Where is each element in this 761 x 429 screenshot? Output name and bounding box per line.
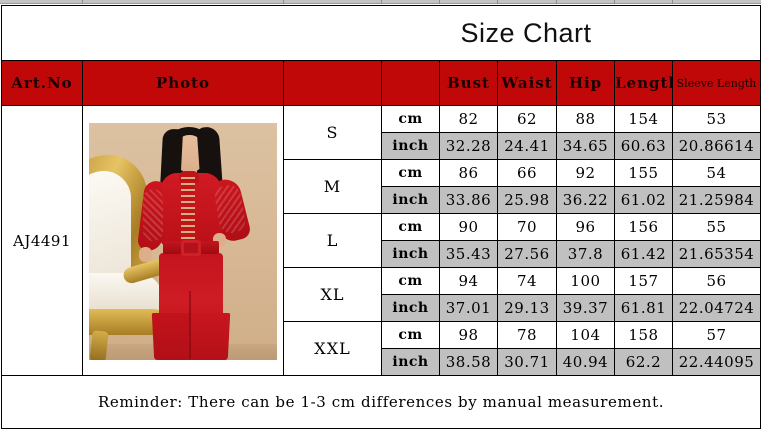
cell-unit-cm: cm (381, 213, 440, 241)
header-length: Length (614, 60, 673, 106)
header-unit (381, 60, 440, 106)
cell-sleeve-cm: 55 (671, 213, 761, 241)
table-row: AJ4491 (1, 105, 761, 376)
cell-hip-inch: 36.22 (556, 186, 615, 214)
cell-bust-inch: 32.28 (439, 132, 498, 160)
cell-hip-inch: 37.8 (556, 240, 615, 268)
cell-bust-cm: 82 (439, 105, 498, 133)
product-photo-image (89, 123, 277, 360)
cell-unit-inch: inch (381, 132, 440, 160)
cell-sleeve-cm: 53 (671, 105, 761, 133)
cell-bust-cm: 94 (439, 267, 498, 295)
reminder-row: Reminder: There can be 1-3 cm difference… (0, 375, 761, 429)
cell-size-label: S (283, 105, 382, 160)
cell-sleeve-inch: 22.04724 (671, 294, 761, 322)
cell-hip-inch: 40.94 (556, 348, 615, 376)
header-photo: Photo (82, 60, 284, 106)
belt-buckle (181, 240, 201, 256)
cell-unit-cm: cm (381, 159, 440, 187)
header-art-no: Art.No (1, 60, 83, 106)
cell-length-inch: 60.63 (614, 132, 673, 160)
cell-unit-inch: inch (381, 348, 440, 376)
cell-hip-cm: 100 (556, 267, 615, 295)
cell-hip-inch: 34.65 (556, 132, 615, 160)
cell-sleeve-cm: 56 (671, 267, 761, 295)
cell-length-cm: 158 (614, 321, 673, 349)
header-size (283, 60, 382, 106)
cell-length-inch: 61.81 (614, 294, 673, 322)
page-title: Size Chart (460, 17, 592, 48)
cell-waist-inch: 25.98 (497, 186, 557, 214)
table-row: inch 38.58 30.71 40.94 62.2 22.44095 (2, 348, 761, 376)
table-row: M cm 86 66 92 155 54 (2, 159, 761, 214)
cell-length-inch: 61.02 (614, 186, 673, 214)
cell-bust-cm: 86 (439, 159, 498, 187)
table-header-row: Art.No Photo Bust Waist Hip Length Sleev… (1, 60, 761, 106)
title-row: Size Chart (0, 5, 761, 61)
reminder-note: Reminder: There can be 1-3 cm difference… (0, 375, 761, 429)
cell-unit-inch: inch (381, 186, 440, 214)
cell-size-label: M (283, 159, 382, 214)
cell-hip-cm: 104 (556, 321, 615, 349)
cell-waist-cm: 78 (497, 321, 557, 349)
cell-waist-cm: 74 (497, 267, 557, 295)
cell-unit-cm: cm (381, 267, 440, 295)
table-row: inch 33.86 25.98 36.22 61.02 21.25984 (2, 186, 761, 214)
cell-size-label: XL (283, 267, 382, 322)
cell-sleeve-inch: 21.25984 (671, 186, 761, 214)
cell-bust-inch: 35.43 (439, 240, 498, 268)
cell-waist-inch: 27.56 (497, 240, 557, 268)
header-sleeve-length: Sleeve Length (671, 60, 761, 106)
cell-sleeve-inch: 21.65354 (671, 240, 761, 268)
cell-unit-inch: inch (381, 294, 440, 322)
cell-length-cm: 154 (614, 105, 673, 133)
cell-hip-cm: 92 (556, 159, 615, 187)
cell-unit-cm: cm (381, 105, 440, 133)
cell-waist-inch: 30.71 (497, 348, 557, 376)
cell-product-photo (82, 105, 284, 376)
cell-hip-cm: 96 (556, 213, 615, 241)
cell-bust-inch: 38.58 (439, 348, 498, 376)
cell-bust-cm: 90 (439, 213, 498, 241)
cell-waist-cm: 62 (497, 105, 557, 133)
cell-size-label: L (283, 213, 382, 268)
header-hip: Hip (556, 60, 615, 106)
table-row: XL cm 94 74 100 157 56 (2, 267, 761, 322)
page-title-cell: Size Chart (0, 5, 761, 61)
cell-unit-inch: inch (381, 240, 440, 268)
header-waist: Waist (497, 60, 557, 106)
cell-sleeve-cm: 54 (671, 159, 761, 187)
cell-sleeve-inch: 20.86614 (671, 132, 761, 160)
header-bust: Bust (439, 60, 498, 106)
cell-hip-inch: 39.37 (556, 294, 615, 322)
spreadsheet-gutter-strip (0, 0, 761, 4)
cell-sleeve-cm: 57 (671, 321, 761, 349)
cell-waist-inch: 29.13 (497, 294, 557, 322)
size-chart-table: Size Chart Art.No Photo Bust Waist Hip L… (0, 5, 761, 429)
cell-art-no-value: AJ4491 (1, 105, 83, 376)
cell-bust-inch: 33.86 (439, 186, 498, 214)
cell-hip-cm: 88 (556, 105, 615, 133)
cell-waist-cm: 70 (497, 213, 557, 241)
cell-sleeve-inch: 22.44095 (671, 348, 761, 376)
cell-bust-cm: 98 (439, 321, 498, 349)
table-row: inch 37.01 29.13 39.37 61.81 22.04724 (2, 294, 761, 322)
cell-length-cm: 156 (614, 213, 673, 241)
cell-bust-inch: 37.01 (439, 294, 498, 322)
table-row: inch 32.28 24.41 34.65 60.63 20.86614 (2, 132, 761, 160)
cell-length-inch: 61.42 (614, 240, 673, 268)
cell-length-cm: 155 (614, 159, 673, 187)
cell-size-label: XXL (283, 321, 382, 376)
cell-waist-inch: 24.41 (497, 132, 557, 160)
cell-length-cm: 157 (614, 267, 673, 295)
cell-waist-cm: 66 (497, 159, 557, 187)
cell-unit-cm: cm (381, 321, 440, 349)
cell-length-inch: 62.2 (614, 348, 673, 376)
